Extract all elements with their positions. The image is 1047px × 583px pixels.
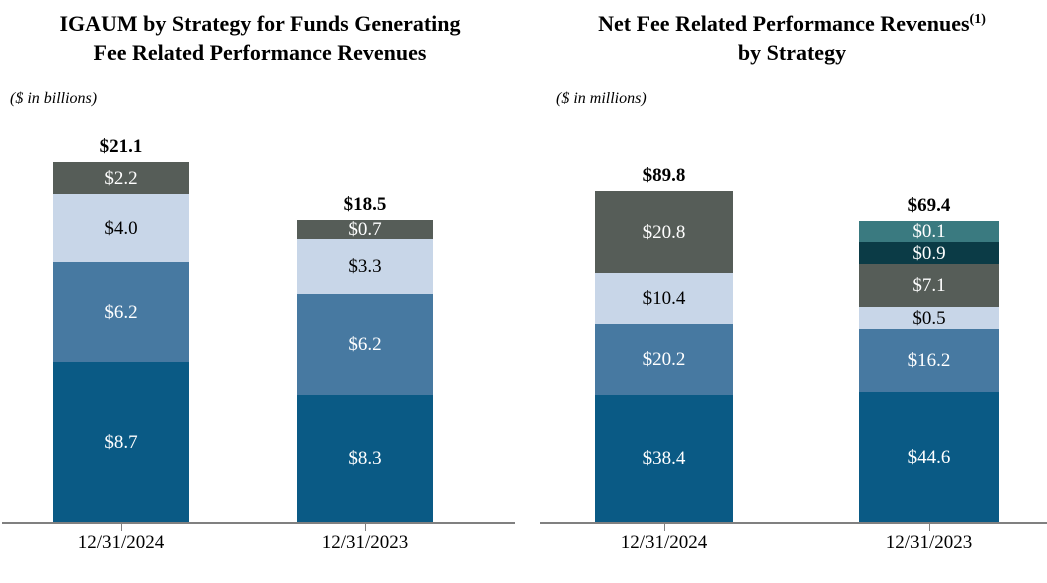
bar-total-label: $21.1 (99, 136, 143, 157)
bar-segment: $20.2 (595, 324, 733, 395)
bar-segment: $10.4 (595, 273, 733, 324)
left-chart-title-line1: IGAUM by Strategy for Funds Generating (59, 11, 461, 36)
bar-segment: $0.1 (859, 221, 999, 242)
bar-segment: $44.6 (859, 392, 999, 522)
bar-segment: $8.7 (53, 362, 189, 522)
bar-segment: $38.4 (595, 395, 733, 522)
bar-segment: $4.0 (53, 194, 189, 262)
segment-value-label: $20.2 (642, 349, 686, 370)
axis-tick (929, 524, 930, 531)
left-chart-title: IGAUM by Strategy for Funds Generating F… (0, 9, 520, 67)
stacked-bar: $2.2 $4.0 $6.2 $8.7 (53, 162, 189, 522)
segment-value-label: $8.7 (104, 431, 138, 453)
bar-segment: $0.7 (297, 220, 433, 239)
bar-segment: $6.2 (297, 294, 433, 395)
segment-value-label: $7.1 (912, 275, 946, 296)
segment-value-label: $0.9 (912, 242, 946, 264)
left-units-note: ($ in billions) (10, 90, 98, 107)
stacked-bar: $0.1 $0.9 $7.1 $0.5 $16.2 $44.6 (859, 221, 999, 522)
right-chart-title-footnote-marker: (1) (969, 12, 986, 27)
bar-segment: $2.2 (53, 162, 189, 194)
bar-segment: $0.9 (859, 242, 999, 264)
right-chart-title: Net Fee Related Performance Revenues(1) … (542, 9, 1042, 67)
category-label: 12/31/2023 (885, 532, 973, 553)
segment-value-label: $4.0 (104, 217, 138, 239)
axis-tick (664, 524, 665, 531)
axis-tick (121, 524, 122, 531)
segment-value-label: $10.4 (642, 288, 686, 309)
segment-value-label: $20.8 (642, 221, 686, 243)
segment-value-label: $0.1 (912, 221, 946, 242)
segment-value-label: $16.2 (907, 350, 951, 371)
bar-segment: $6.2 (53, 262, 189, 362)
bar-segment: $20.8 (595, 191, 733, 273)
segment-value-label: $44.6 (907, 446, 951, 468)
bar-total-label: $18.5 (343, 194, 387, 215)
category-label: 12/31/2024 (620, 532, 708, 553)
right-chart-title-line1: Net Fee Related Performance Revenues (598, 11, 970, 36)
stacked-bar: $0.7 $3.3 $6.2 $8.3 (297, 220, 433, 522)
bar-segment: $0.5 (859, 307, 999, 329)
stacked-bar: $20.8 $10.4 $20.2 $38.4 (595, 191, 733, 522)
bar-total-label: $89.8 (642, 165, 686, 186)
axis-tick (365, 524, 366, 531)
segment-value-label: $6.2 (348, 334, 382, 355)
segment-value-label: $0.5 (912, 307, 946, 329)
segment-value-label: $6.2 (104, 301, 138, 323)
x-axis-line (540, 522, 1047, 524)
segment-value-label: $3.3 (348, 256, 382, 277)
segment-value-label: $38.4 (642, 448, 686, 469)
bar-segment: $3.3 (297, 239, 433, 294)
segment-value-label: $8.3 (348, 448, 382, 469)
category-label: 12/31/2024 (77, 532, 165, 553)
category-label: 12/31/2023 (321, 532, 409, 553)
x-axis-line (2, 522, 515, 524)
bar-total-label: $69.4 (907, 195, 951, 216)
right-chart-title-line2: by Strategy (737, 40, 847, 65)
bar-segment: $8.3 (297, 395, 433, 522)
segment-value-label: $0.7 (348, 219, 382, 240)
right-units-note: ($ in millions) (556, 90, 647, 107)
left-chart-title-line2: Fee Related Performance Revenues (93, 40, 427, 65)
bar-segment: $16.2 (859, 329, 999, 392)
bar-segment: $7.1 (859, 264, 999, 307)
segment-value-label: $2.2 (104, 167, 138, 189)
